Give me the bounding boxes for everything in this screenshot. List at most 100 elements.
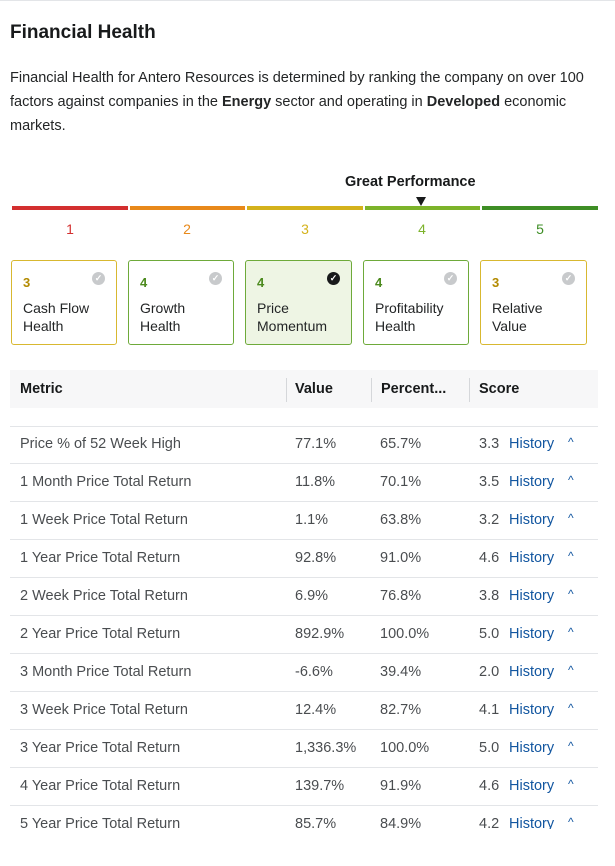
card-growth-health[interactable]: 4 ✓ Growth Health (128, 260, 234, 345)
metric-value: 892.9% (295, 626, 345, 642)
metric-percentile: 100.0% (380, 626, 430, 642)
chevron-up-icon[interactable]: ^ (568, 587, 574, 601)
description-text: sector and operating in (271, 94, 427, 110)
metric-percentile: 91.0% (380, 550, 422, 566)
metric-name: Price % of 52 Week High (20, 436, 181, 452)
card-label: Growth Health (140, 300, 186, 334)
metric-name: 2 Week Price Total Return (20, 588, 188, 604)
column-separator[interactable] (469, 378, 470, 402)
table-row: 1 Month Price Total Return 11.8% 70.1% 3.5 H… (10, 464, 598, 502)
performance-label: Great Performance (345, 174, 476, 190)
table-row: 2 Week Price Total Return 6.9% 76.8% 3.8 His… (10, 578, 598, 616)
header-value[interactable]: Value (295, 381, 333, 397)
check-icon: ✓ (444, 272, 457, 285)
history-link[interactable]: History (509, 512, 555, 528)
description-text: economic markets. (10, 94, 567, 134)
metric-score: 3.5 (479, 474, 500, 490)
chevron-up-icon[interactable]: ^ (568, 777, 574, 791)
metric-percentile: 84.9% (380, 816, 422, 832)
chevron-up-icon[interactable]: ^ (568, 473, 574, 487)
metric-percentile: 91.9% (380, 778, 422, 794)
chevron-up-icon[interactable]: ^ (568, 549, 574, 563)
table-row: 4 Year Price Total Return 139.7% 91.9% 4.6 H… (10, 768, 598, 806)
history-link[interactable]: History (509, 436, 555, 452)
metric-value: -6.6% (295, 664, 333, 680)
chevron-up-icon[interactable]: ^ (568, 625, 574, 639)
metric-score: 3.8 (479, 588, 500, 604)
description-text: Financial Health for Antero Resources is… (10, 70, 584, 110)
history-link[interactable]: History (509, 626, 555, 642)
metric-score: 4.1 (479, 702, 500, 718)
scale-bar-3 (247, 206, 363, 210)
metric-percentile: 100.0% (380, 740, 430, 756)
history-link[interactable]: History (509, 740, 555, 756)
history-link[interactable]: History (509, 474, 555, 490)
chevron-up-icon[interactable]: ^ (568, 815, 574, 829)
card-profitability-health[interactable]: 4 ✓ Profitability Health (363, 260, 469, 345)
header-metric[interactable]: Metric (20, 381, 63, 397)
metric-percentile: 65.7% (380, 436, 422, 452)
card-price-momentum[interactable]: 4 ✓ Price Momentum (245, 260, 352, 345)
metric-name: 3 Month Price Total Return (20, 664, 192, 680)
card-label: Price Momentum (257, 300, 328, 334)
table-row: 3 Week Price Total Return 12.4% 82.7% 4.1 Hi… (10, 692, 598, 730)
metric-percentile: 39.4% (380, 664, 422, 680)
metric-name: 1 Month Price Total Return (20, 474, 192, 490)
metric-name: 5 Year Price Total Return (20, 816, 181, 832)
metric-value: 6.9% (295, 588, 329, 604)
metric-score: 2.0 (479, 664, 500, 680)
performance-marker-icon (416, 197, 426, 206)
metric-percentile: 63.8% (380, 512, 422, 528)
history-link[interactable]: History (509, 664, 555, 680)
table-row: 3 Month Price Total Return -6.6% 39.4% 2.0 H… (10, 654, 598, 692)
history-link[interactable]: History (509, 778, 555, 794)
card-score: 3 (492, 275, 500, 290)
table-spacer (10, 408, 598, 427)
metric-percentile: 70.1% (380, 474, 422, 490)
check-icon: ✓ (92, 272, 105, 285)
metric-value: 1.1% (295, 512, 329, 528)
card-score: 4 (257, 275, 265, 290)
metric-score: 3.3 (479, 436, 500, 452)
metric-name: 2 Year Price Total Return (20, 626, 181, 642)
chevron-up-icon[interactable]: ^ (568, 701, 574, 715)
card-score: 4 (375, 275, 383, 290)
market-name: Developed (426, 94, 501, 110)
chevron-up-icon[interactable]: ^ (568, 663, 574, 677)
metric-value: 12.4% (295, 702, 337, 718)
metric-name: 3 Year Price Total Return (20, 740, 181, 756)
table-header: Metric Value Percent... Score (10, 370, 598, 408)
chevron-up-icon[interactable]: ^ (568, 739, 574, 753)
metric-value: 1,336.3% (295, 740, 357, 756)
metric-score: 4.6 (479, 550, 500, 566)
metric-name: 3 Week Price Total Return (20, 702, 188, 718)
column-separator[interactable] (286, 378, 287, 402)
metric-name: 4 Year Price Total Return (20, 778, 181, 794)
history-link[interactable]: History (509, 702, 555, 718)
card-cash-flow-health[interactable]: 3 ✓ Cash Flow Health (11, 260, 117, 345)
top-divider (0, 0, 615, 1)
chevron-up-icon[interactable]: ^ (568, 435, 574, 449)
history-link[interactable]: History (509, 550, 555, 566)
metric-value: 85.7% (295, 816, 337, 832)
header-score[interactable]: Score (479, 381, 520, 397)
card-score: 4 (140, 275, 148, 290)
scale-bar-4 (365, 206, 480, 210)
scale-number-1: 1 (66, 221, 74, 237)
metric-value: 92.8% (295, 550, 337, 566)
column-separator[interactable] (371, 378, 372, 402)
metric-name: 1 Week Price Total Return (20, 512, 188, 528)
history-link[interactable]: History (509, 588, 555, 604)
check-icon: ✓ (562, 272, 575, 285)
card-label: Cash Flow Health (23, 300, 90, 334)
description: Financial Health for Antero Resources is… (10, 66, 600, 138)
chevron-up-icon[interactable]: ^ (568, 511, 574, 525)
metric-score: 5.0 (479, 740, 500, 756)
header-percentile[interactable]: Percent... (381, 381, 447, 397)
scale-bar-2 (130, 206, 245, 210)
table-row: 3 Year Price Total Return 1,336.3% 100.0% 5… (10, 730, 598, 768)
card-relative-value[interactable]: 3 ✓ Relative Value (480, 260, 587, 345)
history-link[interactable]: History (509, 816, 555, 832)
check-icon: ✓ (209, 272, 222, 285)
metric-value: 11.8% (295, 474, 336, 490)
